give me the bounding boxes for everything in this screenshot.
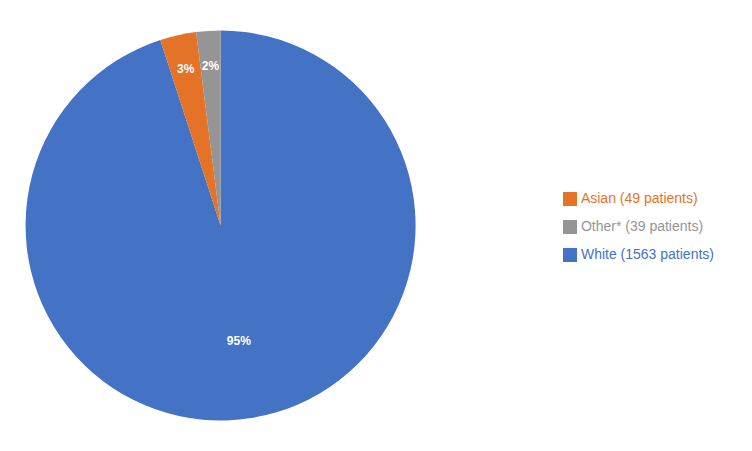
svg-text:3%: 3% — [177, 62, 195, 76]
html-text:Asian (49 patients): Asian (49 patients) — [580, 189, 698, 206]
html-text:White (1563 patients): White (1563 patients) — [580, 245, 714, 262]
html-text:Other* (39 patients): Other* (39 patients) — [580, 217, 704, 234]
svg-text:95%: 95% — [227, 334, 251, 348]
svg-text:2%: 2% — [202, 59, 220, 73]
